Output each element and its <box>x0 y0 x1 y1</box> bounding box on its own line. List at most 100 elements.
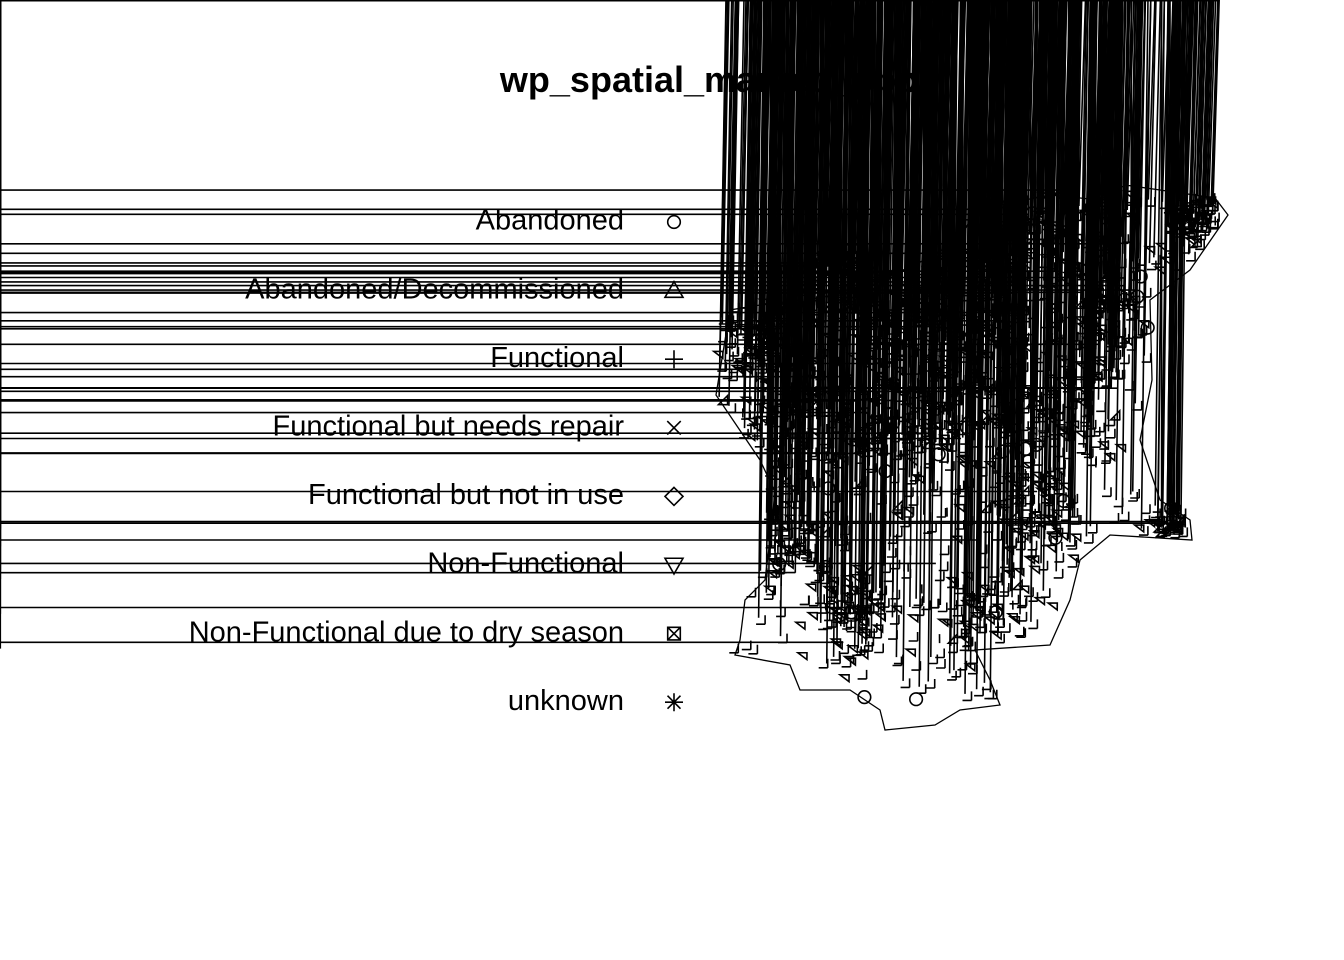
point-symbol <box>906 457 919 467</box>
point-symbol <box>1016 532 1029 542</box>
point-symbol <box>818 658 829 669</box>
point-symbol <box>871 624 884 634</box>
point-symbol <box>1016 628 1027 638</box>
point-symbol <box>1096 402 1106 413</box>
point-symbol <box>873 613 887 623</box>
point-symbol <box>1017 585 1030 595</box>
point-symbol <box>913 280 923 290</box>
point-symbol <box>795 534 806 545</box>
point-symbol <box>1066 554 1080 564</box>
point-symbol <box>805 611 819 622</box>
point-symbol <box>858 300 872 310</box>
point-symbol <box>1174 226 1187 237</box>
point-symbol <box>1027 555 1040 565</box>
point-symbol <box>937 368 948 379</box>
point-symbol <box>334 0 747 336</box>
legend-label: Non-Functional due to dry season <box>189 616 624 648</box>
point-symbol <box>829 638 842 648</box>
point-symbol <box>1038 422 1048 432</box>
point-symbol <box>1141 504 1151 515</box>
point-symbol <box>989 500 1002 510</box>
point-symbol <box>1020 513 1031 523</box>
point-symbol <box>936 618 949 628</box>
point-symbol <box>795 651 808 662</box>
point-symbol <box>739 428 749 439</box>
point-symbol <box>1012 492 1025 505</box>
point-symbol <box>969 612 982 622</box>
point-symbol <box>858 407 871 417</box>
point-symbol <box>887 338 900 348</box>
point-symbol <box>897 460 908 470</box>
point-symbol <box>752 324 766 334</box>
point-symbol <box>776 523 790 533</box>
point-symbol <box>998 518 1011 528</box>
point-symbol <box>1012 567 1025 578</box>
point-symbol <box>920 437 933 450</box>
point-symbol <box>777 552 788 563</box>
point-symbol <box>824 305 838 315</box>
point-symbol <box>785 338 798 351</box>
point-symbol <box>1027 530 1040 540</box>
point-symbol <box>933 401 946 411</box>
legend-label: Abandoned/Decommissioned <box>245 273 624 305</box>
point-symbol <box>995 618 1005 628</box>
point-symbol <box>882 398 893 409</box>
point-symbol <box>1016 473 1030 483</box>
point-symbol <box>929 266 942 277</box>
point-symbol <box>920 408 933 419</box>
point-symbol <box>886 602 896 613</box>
point-symbol <box>837 605 848 616</box>
point-symbol <box>743 347 756 357</box>
point-symbol <box>1022 251 1036 262</box>
point-symbol <box>1101 452 1112 462</box>
point-symbol <box>1132 524 1145 534</box>
point-symbol <box>1073 297 1085 310</box>
point-symbol <box>891 498 904 511</box>
point-symbol <box>911 661 922 671</box>
point-symbol <box>1114 443 1127 454</box>
point-symbol <box>956 454 970 464</box>
point-symbol <box>1091 235 1104 245</box>
point-symbol <box>746 587 757 598</box>
point-symbol <box>935 255 948 265</box>
point-symbol <box>1016 230 1029 241</box>
point-symbol <box>745 327 755 337</box>
point-symbol <box>898 445 908 456</box>
point-symbol <box>1159 256 1172 266</box>
point-symbol <box>1005 612 1019 623</box>
point-symbol <box>1053 423 1066 434</box>
point-symbol <box>865 628 875 639</box>
point-symbol <box>873 371 886 381</box>
point-symbol <box>968 324 979 334</box>
point-symbol <box>968 654 978 665</box>
point-symbol <box>790 409 803 419</box>
point-symbol <box>748 644 759 655</box>
legend-label: Functional but not in use <box>308 479 624 511</box>
point-symbol <box>1000 476 1014 486</box>
point-symbol <box>1014 626 1025 637</box>
point-symbol <box>1116 293 1126 304</box>
point-symbol <box>1177 214 1187 225</box>
point-symbol <box>966 623 979 633</box>
point-symbol <box>929 598 939 609</box>
point-symbol <box>840 415 853 428</box>
legend-label: unknown <box>508 685 624 717</box>
point-symbol <box>1069 209 1082 222</box>
point-symbol <box>734 367 744 378</box>
point-symbol <box>729 643 740 654</box>
point-symbol <box>857 669 868 680</box>
point-symbol <box>952 275 963 286</box>
point-symbol <box>1037 488 1051 498</box>
point-symbol <box>956 341 966 352</box>
point-symbol <box>861 349 874 360</box>
point-symbol <box>1143 245 1156 256</box>
point-symbol <box>987 611 1000 621</box>
point-symbol <box>762 585 775 595</box>
point-symbol <box>998 428 1008 439</box>
point-symbol <box>793 355 804 366</box>
point-symbol <box>1091 309 1104 319</box>
point-symbol <box>954 480 965 491</box>
point-symbol <box>1028 224 1039 235</box>
